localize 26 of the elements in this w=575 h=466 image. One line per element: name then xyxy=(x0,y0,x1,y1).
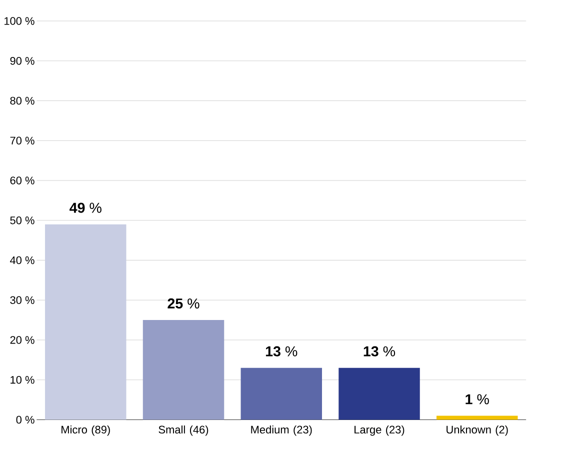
x-tick-label: Micro (89) xyxy=(62,426,110,436)
data-label: 25 % xyxy=(168,298,200,309)
x-tick-label: Unknown (2) xyxy=(446,426,508,436)
y-tick-label: 90 % xyxy=(10,57,34,65)
data-label: 1 % xyxy=(466,394,489,404)
data-label: 49 % xyxy=(70,202,102,214)
y-tick-label: 30 % xyxy=(10,296,34,304)
data-label: 13 % xyxy=(266,346,298,357)
y-tick-label: 50 % xyxy=(10,216,34,224)
x-tick-label: Medium (23) xyxy=(251,426,312,436)
bar xyxy=(142,320,224,420)
y-tick-label: 0 % xyxy=(16,416,34,424)
y-tick-label: 10 % xyxy=(10,376,34,384)
data-label: 13 % xyxy=(364,346,396,357)
y-tick-label: 20 % xyxy=(10,336,34,344)
bar xyxy=(338,368,420,420)
y-tick-label: 80 % xyxy=(10,97,34,105)
y-tick-label: 40 % xyxy=(10,256,34,264)
y-tick-label: 60 % xyxy=(10,176,34,185)
bar xyxy=(436,416,518,420)
bar xyxy=(45,224,126,420)
y-tick-label: 70 % xyxy=(10,136,34,145)
y-tick-label: 100 % xyxy=(4,17,34,26)
x-tick-label: Small (46) xyxy=(158,426,208,436)
x-tick-label: Large (23) xyxy=(354,426,404,436)
bar xyxy=(240,368,322,420)
